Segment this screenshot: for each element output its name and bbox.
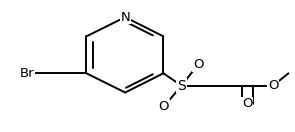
Text: O: O [268, 79, 278, 92]
Text: Br: Br [20, 67, 35, 80]
Text: N: N [120, 11, 130, 24]
Text: O: O [193, 58, 203, 71]
Text: S: S [177, 79, 186, 93]
Text: O: O [242, 97, 253, 110]
Text: O: O [159, 100, 169, 113]
